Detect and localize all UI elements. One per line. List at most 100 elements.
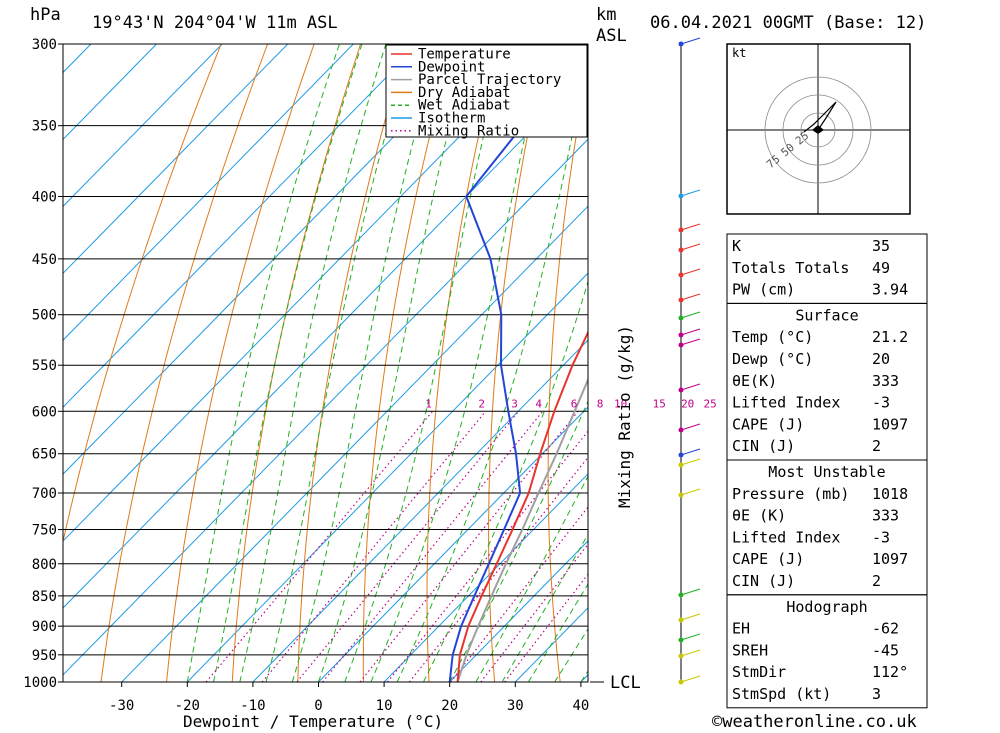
mixing-ratio-label: 6 — [571, 397, 578, 410]
legend-label: Wet Adiabat — [418, 98, 511, 114]
mixing-ratio-label: 4 — [535, 397, 542, 410]
isotherm-line — [63, 44, 485, 475]
hodograph-ring — [764, 76, 872, 184]
index-value: 2 — [872, 437, 881, 455]
pressure-unit-label: hPa — [30, 5, 61, 25]
wind-barb — [680, 488, 701, 496]
index-value: 35 — [872, 237, 890, 255]
temperature-tick-label: -20 — [175, 698, 200, 714]
index-label: Totals Totals — [732, 259, 849, 277]
mixing-ratio-line — [480, 543, 588, 682]
storm-motion-marker — [812, 125, 824, 134]
wind-barb — [680, 338, 701, 346]
index-value: 1018 — [872, 485, 908, 503]
wind-barb — [680, 243, 701, 251]
legend-label: Dry Adiabat — [418, 85, 511, 101]
temperature-tick-label: -30 — [109, 698, 134, 714]
dry-adiabat-line — [662, 44, 692, 682]
wet-adiabat-line — [213, 44, 363, 682]
table-section-title: Hodograph — [786, 598, 867, 616]
table-section-title: Surface — [795, 306, 858, 324]
isotherm-line — [449, 540, 588, 682]
index-value: -3 — [872, 394, 890, 412]
height-unit-label: km — [596, 5, 616, 25]
isotherm-line — [318, 406, 588, 682]
credit-text: ©weatheronline.co.uk — [712, 712, 917, 732]
index-value: -3 — [872, 528, 890, 546]
wet-adiabat-line — [291, 44, 441, 682]
pressure-tick-label: 300 — [32, 37, 57, 53]
wind-barb — [680, 311, 701, 319]
index-value: 21.2 — [872, 328, 908, 346]
pressure-tick-label: 650 — [32, 447, 57, 463]
mixing-ratio-label: 25 — [703, 397, 716, 410]
mixing-ratio-line — [296, 410, 519, 682]
mixing-ratio-label: 3 — [511, 397, 518, 410]
wet-adiabat-line — [186, 44, 340, 682]
wet-adiabat-line — [449, 400, 588, 682]
index-label: Lifted Index — [732, 394, 840, 412]
lcl-label: LCL — [610, 673, 641, 693]
temperature-line — [456, 330, 588, 682]
index-label: Pressure (mb) — [732, 485, 849, 503]
mixing-ratio-labels: 1 2 3 4 6 8 10 15 20 25 — [425, 397, 717, 410]
index-value: 1097 — [872, 415, 908, 433]
index-value: -62 — [872, 620, 899, 638]
wind-barb — [680, 633, 701, 641]
temperature-tick-label: 20 — [441, 698, 458, 714]
index-value: -45 — [872, 641, 899, 659]
isotherm-line — [63, 44, 354, 341]
mixing-ratio-line — [261, 410, 487, 682]
isotherm-line — [63, 44, 157, 141]
dry-adiabat-line — [918, 44, 1000, 682]
isotherm-line — [63, 44, 289, 275]
mixing-ratio-label: 1 — [425, 397, 432, 410]
table-section-box — [726, 594, 928, 709]
mixing-ratio-line — [359, 410, 579, 682]
index-label: Dewp (°C) — [732, 350, 813, 368]
mixing-ratio-line — [386, 430, 588, 682]
table-section-title: Most Unstable — [768, 463, 885, 481]
mixing-ratio-label: 8 — [597, 397, 604, 410]
x-axis-label: Dewpoint / Temperature (°C) — [183, 712, 443, 731]
wind-barb — [680, 649, 701, 657]
wet-adiabat-line — [265, 44, 413, 682]
pressure-tick-label: 850 — [32, 589, 57, 605]
pressure-tick-label: 600 — [32, 404, 57, 420]
wet-adiabat-line — [239, 44, 387, 682]
mixing-ratio-axis-label: Mixing Ratio (g/kg) — [615, 325, 634, 508]
plot-frame — [62, 43, 589, 683]
wind-barb — [680, 328, 701, 336]
temperature-tick-label: 30 — [507, 698, 524, 714]
index-value: 3 — [872, 685, 881, 703]
index-label: EH — [732, 620, 750, 638]
wind-barb — [680, 189, 701, 197]
sounding-series — [448, 44, 588, 682]
legend-label: Temperature — [418, 47, 511, 63]
index-label: CAPE (J) — [732, 550, 804, 568]
temperature-tick-label: 40 — [572, 698, 589, 714]
isotherm-line — [0, 44, 25, 682]
legend-label: Parcel Trajectory — [418, 72, 561, 88]
pressure-tick-label: 700 — [32, 486, 57, 502]
wet-adiabat-line — [370, 44, 547, 682]
wet-adiabat-line — [344, 44, 507, 682]
index-label: CAPE (J) — [732, 415, 804, 433]
pressure-tick-labels: 300 350 400 450 500 550 600 650 700 750 800 850 900 9… — [23, 37, 57, 691]
indices-table: K 35 Totals Totals 49 PW (cm) 3.94 Surface Temp… — [726, 233, 928, 709]
wind-profile — [678, 37, 701, 685]
legend-label: Isotherm — [418, 111, 485, 127]
wind-barb — [680, 423, 701, 431]
isotherm-line — [252, 339, 588, 682]
mixing-ratio-line — [450, 506, 588, 682]
pressure-tick-label: 950 — [32, 648, 57, 664]
height-unit-asl-label: ASL — [596, 26, 627, 46]
index-value: 112° — [872, 663, 908, 681]
dewpoint-line — [448, 44, 578, 682]
wind-barb — [680, 675, 701, 683]
wind-barb — [680, 448, 701, 456]
index-value: 1097 — [872, 550, 908, 568]
